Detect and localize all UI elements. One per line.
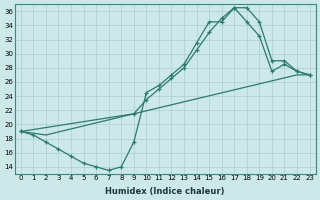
X-axis label: Humidex (Indice chaleur): Humidex (Indice chaleur) <box>106 187 225 196</box>
